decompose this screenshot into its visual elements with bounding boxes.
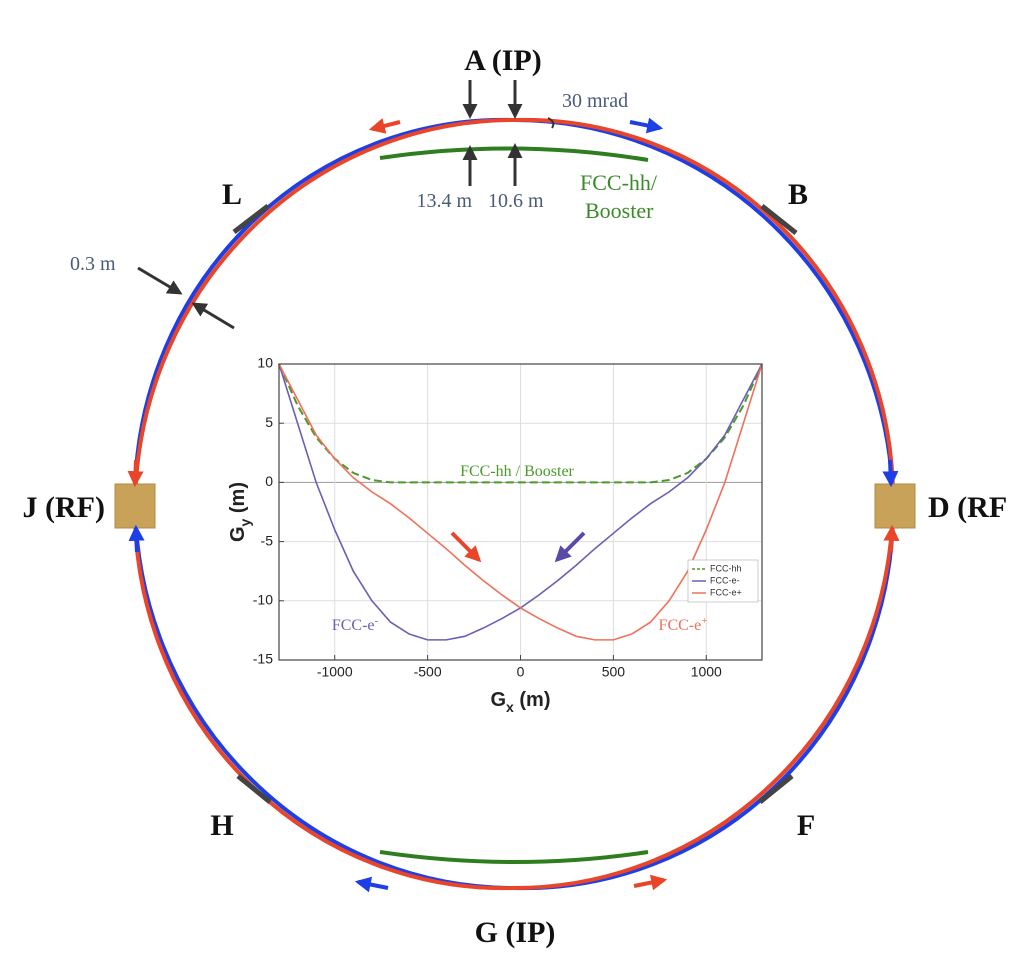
direction-arrow xyxy=(354,876,389,893)
y-tick-label: -10 xyxy=(253,592,273,608)
chart-arrow xyxy=(554,531,586,563)
y-tick-label: -5 xyxy=(261,532,274,548)
point-label: A (IP) xyxy=(464,44,542,77)
annotation-superscript: + xyxy=(701,615,707,627)
chart-annotation: FCC-e- xyxy=(332,615,379,634)
y-tick-label: 0 xyxy=(265,473,273,489)
point-label: D (RF xyxy=(928,491,1007,524)
axis-subscript: x xyxy=(506,699,514,715)
point-label: L xyxy=(222,178,242,211)
tunnel-label: FCC-hh/ xyxy=(580,170,658,195)
axis-symbol: G xyxy=(227,526,249,542)
y-tick-label: 5 xyxy=(265,414,273,430)
legend-label: FCC-hh xyxy=(710,563,742,573)
straight-sections xyxy=(232,204,798,804)
chart-annotation: FCC-e+ xyxy=(659,615,708,634)
series-line xyxy=(278,363,763,641)
axis-symbol: G xyxy=(490,689,506,711)
series-line xyxy=(278,363,763,484)
tunnel-label: Booster xyxy=(585,198,654,223)
measurement-label: 13.4 m xyxy=(416,190,472,212)
annotation-text: FCC-e xyxy=(659,617,702,634)
point-label: F xyxy=(797,809,815,842)
axis-label: Gy (m) xyxy=(227,482,253,542)
annotation-superscript: - xyxy=(375,615,379,627)
angle-mark xyxy=(547,117,555,129)
x-tick-label: 500 xyxy=(602,664,626,680)
x-tick-label: -500 xyxy=(414,664,442,680)
axis-unit: (m) xyxy=(227,482,249,519)
annotation-text: FCC-e xyxy=(332,617,375,634)
direction-arrow xyxy=(127,459,144,488)
plot-frame xyxy=(278,363,763,661)
direction-arrow xyxy=(128,524,145,553)
x-tick-label: 1000 xyxy=(691,664,722,680)
y-tick-label: -15 xyxy=(253,651,273,667)
rf-cavity xyxy=(114,483,156,529)
positron-ring xyxy=(132,117,896,891)
y-tick-label: 10 xyxy=(257,355,273,371)
axis-subscript: y xyxy=(237,518,253,526)
axis-unit: (m) xyxy=(514,689,551,711)
measurement-label: 0.3 m xyxy=(70,253,116,275)
direction-arrow xyxy=(368,118,401,134)
x-tick-label: -1000 xyxy=(317,664,353,680)
chart-annotation: FCC-hh / Booster xyxy=(460,463,574,480)
direction-arrow xyxy=(633,874,668,891)
measurement-label: 30 mrad xyxy=(562,90,628,112)
rf-cavity xyxy=(874,483,916,529)
axis-label: Gx (m) xyxy=(490,689,550,715)
point-label: G (IP) xyxy=(475,916,556,949)
direction-arrow xyxy=(629,117,664,134)
legend-label: FCC-e+ xyxy=(710,587,742,597)
legend-label: FCC-e- xyxy=(710,575,740,585)
chart-arrow xyxy=(450,531,482,563)
direction-arrow xyxy=(883,524,900,553)
point-label: B xyxy=(788,178,808,211)
measurement-arrows xyxy=(137,80,523,330)
point-label: H xyxy=(210,809,233,842)
direction-arrow xyxy=(882,459,899,488)
annotation-text: FCC-hh / Booster xyxy=(460,463,574,480)
x-tick-label: 0 xyxy=(517,664,525,680)
measurement-label: 10.6 m xyxy=(488,190,544,212)
point-label: J (RF) xyxy=(23,491,105,524)
fcc-hh-arc xyxy=(379,850,649,864)
